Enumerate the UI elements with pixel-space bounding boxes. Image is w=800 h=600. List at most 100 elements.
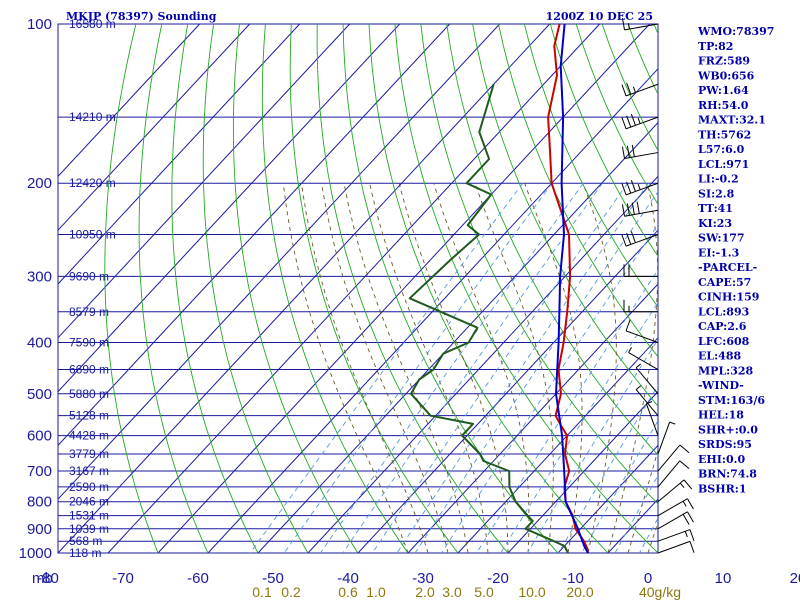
dry-adiabat: [104, 24, 159, 553]
temperature-tick-label: -60: [187, 570, 209, 587]
pressure-tick-label: 300: [27, 268, 52, 285]
dry-adiabat: [523, 24, 658, 308]
station-title: MKJP (78397) Sounding: [66, 10, 217, 23]
moist-adiabats: [282, 183, 658, 553]
mixing-ratio-lines: [249, 182, 658, 553]
index-line: WB0:656: [697, 69, 755, 82]
wind-barb: [645, 401, 659, 436]
wind-barb: [657, 540, 695, 554]
index-line: BRN:74.8: [698, 468, 757, 481]
mixing-ratio-tick-label: 3.0: [442, 584, 462, 600]
wind-barb: [657, 511, 694, 530]
height-label: 10950 m: [69, 228, 116, 242]
dry-adiabat: [394, 24, 658, 553]
index-line: EI:-1.3: [698, 246, 739, 259]
index-line: EHI:0.0: [698, 453, 745, 466]
sounding-time: 1200Z 10 DEC 25: [546, 10, 653, 23]
wind-barb: [621, 144, 659, 159]
index-line: -WIND-: [698, 379, 744, 392]
dry-adiabat: [261, 24, 409, 553]
wind-barb: [621, 231, 659, 247]
height-label: 12420 m: [69, 176, 116, 190]
isotherm-line: [257, 121, 658, 553]
dry-adiabat: [368, 24, 609, 553]
wind-barb: [621, 201, 659, 217]
mixing-ratio-tick-label: 1.0: [366, 584, 386, 600]
mixing-ratio-line: [526, 338, 658, 553]
isotherm-line: [58, 24, 401, 393]
wind-barb: [628, 347, 659, 370]
isotherm-line: [207, 68, 658, 553]
index-line: L57:6.0: [698, 143, 745, 156]
dry-adiabat: [575, 24, 658, 206]
temperature-grid: [58, 24, 658, 553]
isotherm-line: [457, 337, 658, 553]
isotherm-line: [357, 229, 658, 553]
index-line: CINH:159: [698, 291, 759, 304]
moist-adiabat: [343, 183, 469, 553]
isotherm-line: [107, 24, 601, 553]
x-unit-label: mb: [32, 570, 53, 587]
pressure-tick-label: 500: [27, 386, 52, 403]
mixing-ratio-line: [414, 190, 658, 553]
mixing-ratio-tick-label: 10.0: [518, 584, 545, 600]
dry-adiabat: [549, 24, 658, 258]
moist-adiabat: [433, 183, 530, 553]
temperature-tick-label: -30: [412, 570, 434, 587]
dry-adiabat: [758, 24, 800, 553]
wind-barb: [625, 319, 659, 343]
isotherm-line: [557, 444, 658, 553]
mixing-ratio-line: [614, 474, 658, 553]
dry-adiabat: [498, 24, 658, 358]
index-line: PW:1.64: [698, 84, 749, 97]
index-line: STM:163/6: [698, 394, 765, 407]
wind-barb: [657, 479, 693, 503]
moist-adiabat: [474, 183, 554, 553]
wind-barb: [621, 17, 659, 31]
index-line: SHR+:0.0: [698, 423, 758, 436]
pressure-tick-label: 600: [27, 428, 52, 445]
height-label: 2590 m: [69, 480, 109, 494]
index-line: LCL:971: [698, 158, 749, 171]
temperature-tick-label: -70: [112, 570, 134, 587]
pressure-tick-label: 200: [27, 175, 52, 192]
moist-adiabat: [627, 448, 658, 553]
height-label: 2046 m: [69, 495, 109, 509]
isotherm-line: [58, 24, 351, 339]
wind-barb: [657, 529, 695, 542]
index-line: TP:82: [698, 40, 733, 53]
isotherm-line: [58, 24, 551, 553]
mixing-ratio-line: [320, 182, 584, 553]
mixing-ratio-tick-label: 20.0: [566, 584, 593, 600]
temperature-tick-label: -10: [562, 570, 584, 587]
mixing-ratio-line: [500, 301, 658, 553]
dry-adiabat: [289, 24, 459, 553]
dry-adiabat: [316, 24, 509, 553]
pressure-tick-label: 900: [27, 521, 52, 538]
isotherm-line: [58, 24, 251, 231]
wind-barb: [621, 82, 659, 97]
wind-barb: [657, 498, 694, 517]
index-line: SW:177: [698, 232, 745, 245]
height-label: 3779 m: [69, 447, 109, 461]
sounding-traces: [408, 24, 589, 553]
mixing-ratio-line: [372, 182, 628, 553]
height-label: 3167 m: [69, 464, 109, 478]
pressure-tick-label: 700: [27, 463, 52, 480]
dry-adiabat: [202, 24, 309, 553]
temperature-tick-label: -20: [487, 570, 509, 587]
height-label: 118 m: [69, 546, 101, 560]
wind-barb: [621, 180, 659, 196]
mixing-ratio-tick-label: 0.2: [281, 584, 301, 600]
temperature-tick-label: -80: [37, 570, 59, 587]
mixing-ratio-line: [581, 419, 658, 553]
wind-barb: [621, 113, 659, 130]
index-line: HEL:18: [698, 409, 744, 422]
isotherm-line: [407, 283, 658, 553]
moist-adiabat: [282, 183, 409, 553]
mixing-ratio-tick-label: 5.0: [474, 584, 494, 600]
dry-adiabat: [138, 24, 209, 553]
